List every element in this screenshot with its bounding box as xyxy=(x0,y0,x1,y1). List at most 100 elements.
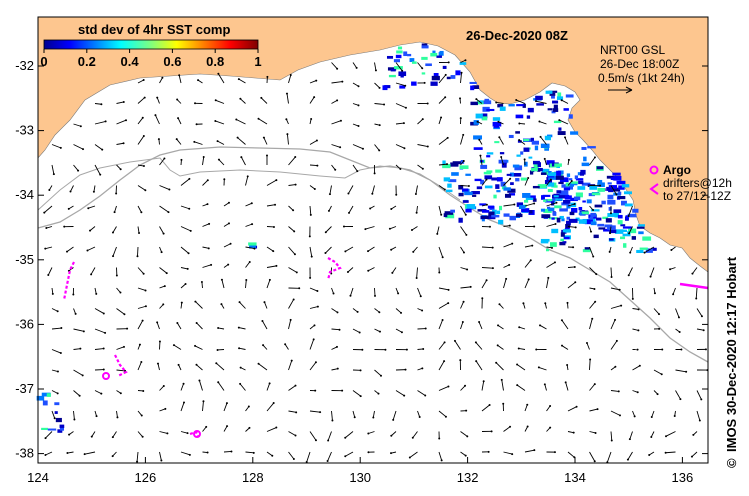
current-vector xyxy=(112,431,117,438)
sst-patch xyxy=(587,146,596,149)
sst-patch xyxy=(566,216,570,220)
current-vector xyxy=(245,261,251,268)
sst-patch xyxy=(508,193,516,196)
sst-patch xyxy=(609,229,617,234)
current-vector xyxy=(589,408,598,412)
sst-patch xyxy=(465,208,472,213)
current-vector xyxy=(481,246,493,249)
current-vector xyxy=(180,383,184,391)
current-vector xyxy=(352,144,364,150)
current-vector xyxy=(561,99,569,104)
current-vector xyxy=(309,306,318,309)
current-vector xyxy=(159,226,164,234)
sst-patch xyxy=(495,169,502,173)
current-vector xyxy=(223,243,231,248)
current-vector xyxy=(73,390,80,397)
current-vector xyxy=(345,451,354,457)
current-vector xyxy=(498,137,504,145)
current-vector xyxy=(567,266,575,268)
current-vector xyxy=(653,308,660,315)
sst-patch xyxy=(486,152,494,155)
sst-patch xyxy=(514,165,523,171)
sst-patch xyxy=(460,160,465,164)
current-vector xyxy=(266,383,271,391)
sst-patch xyxy=(249,244,256,249)
sst-patch xyxy=(544,135,551,141)
colorbar-tick-label: 0.2 xyxy=(78,54,96,69)
current-vector xyxy=(559,119,569,125)
current-vector xyxy=(503,278,507,289)
sst-patch xyxy=(598,227,606,230)
current-vector xyxy=(610,319,616,330)
current-vector xyxy=(329,185,332,195)
current-vector xyxy=(665,431,676,437)
sst-patch xyxy=(544,146,550,151)
current-vector xyxy=(238,78,246,84)
sst-patch xyxy=(591,192,601,196)
sst-patch xyxy=(512,173,522,177)
current-vector xyxy=(66,246,74,253)
current-vector xyxy=(374,287,376,296)
current-vector xyxy=(481,280,487,289)
lon-tick-label: 124 xyxy=(27,470,49,485)
current-vector xyxy=(202,264,212,268)
sst-patch xyxy=(516,154,521,157)
current-vector xyxy=(94,348,104,350)
current-vector xyxy=(180,267,188,270)
current-vector xyxy=(586,342,590,350)
current-vector xyxy=(395,103,407,109)
lat-tick-label: -37 xyxy=(15,381,34,396)
sst-patch xyxy=(623,243,627,248)
current-vector xyxy=(137,431,143,438)
current-vector xyxy=(202,179,209,186)
sst-patch xyxy=(613,209,622,213)
sst-patch xyxy=(581,146,587,150)
current-vector xyxy=(516,364,526,371)
current-vector xyxy=(258,363,268,371)
sst-patch xyxy=(543,199,547,202)
current-vector xyxy=(374,144,380,151)
current-vector xyxy=(331,81,343,84)
sst-patch xyxy=(506,173,512,176)
drifter-track xyxy=(679,282,709,290)
current-vector xyxy=(460,431,468,437)
sst-patch xyxy=(498,219,504,225)
sst-patch xyxy=(540,238,550,242)
current-vector xyxy=(438,163,448,166)
sst-patch xyxy=(390,68,396,72)
sst-patch xyxy=(527,107,534,113)
current-vector xyxy=(240,156,246,166)
sst-patch xyxy=(639,247,648,250)
current-vector xyxy=(524,404,528,412)
sst-patch xyxy=(568,183,575,187)
current-vector xyxy=(288,451,295,460)
sst-patch xyxy=(544,179,553,185)
sst-patch xyxy=(470,85,475,91)
sst-patch xyxy=(570,131,579,135)
sst-patch xyxy=(529,170,534,175)
sst-patch xyxy=(631,236,636,240)
current-vector xyxy=(496,102,504,104)
sst-patch xyxy=(55,417,62,423)
current-vector xyxy=(215,362,225,371)
sst-patch xyxy=(552,211,557,216)
info-line-3: 0.5m/s (1kt 24h) xyxy=(598,71,685,85)
sst-patch xyxy=(526,115,531,119)
sst-patch xyxy=(476,186,483,190)
sst-patch xyxy=(577,186,586,190)
sst-patch xyxy=(541,168,550,174)
sst-patch xyxy=(438,52,443,57)
current-vector xyxy=(223,425,228,432)
current-vector xyxy=(327,431,332,441)
current-vector xyxy=(245,223,253,227)
current-vector xyxy=(675,308,680,318)
sst-patch xyxy=(613,175,622,181)
current-vector xyxy=(395,62,403,72)
sst-patch xyxy=(588,193,595,197)
sst-patch xyxy=(554,163,562,167)
current-vector xyxy=(331,164,336,171)
sst-patch xyxy=(400,75,404,78)
current-vector xyxy=(589,267,597,275)
sst-patch xyxy=(548,173,556,177)
current-vector xyxy=(309,96,315,104)
